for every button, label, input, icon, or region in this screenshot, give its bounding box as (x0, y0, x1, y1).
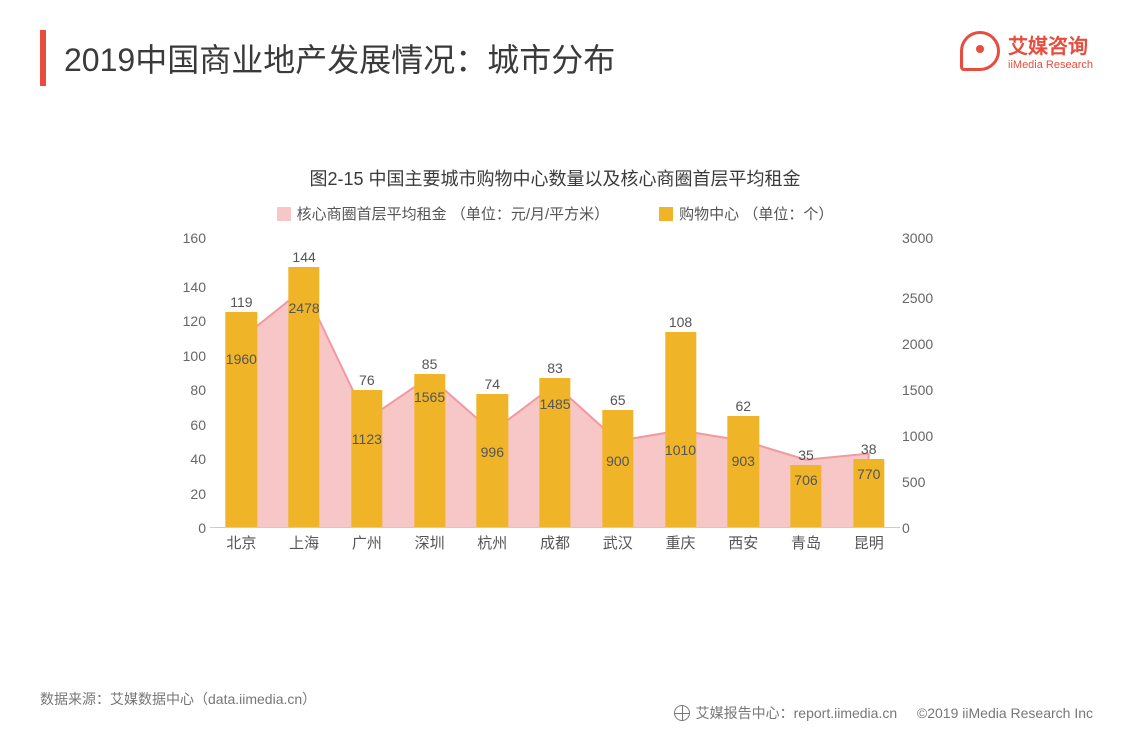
bar-slot: 62 903 (712, 238, 775, 528)
logo-mark-icon (960, 31, 1000, 71)
bar-value-label: 85 (398, 356, 461, 372)
y-left-tick: 160 (170, 231, 206, 245)
y-right-tick: 1500 (902, 383, 944, 397)
y-left-tick: 100 (170, 349, 206, 363)
rent-value-label: 1960 (210, 351, 273, 367)
legend-mall-swatch (659, 207, 673, 221)
footer: 数据来源：艾媒数据中心（data.iimedia.cn） 艾媒报告中心：repo… (40, 689, 1093, 723)
rent-value-label: 996 (461, 444, 524, 460)
y-right-tick: 0 (902, 521, 944, 535)
y-left-tick: 40 (170, 452, 206, 466)
y-left-tick: 80 (170, 383, 206, 397)
accent-bar (40, 30, 46, 86)
bar-slot: 38 770 (837, 238, 900, 528)
x-tick: 青岛 (775, 532, 838, 558)
globe-icon (674, 705, 690, 721)
bar-slot: 144 2478 (273, 238, 336, 528)
bar-value-label: 83 (524, 360, 587, 376)
bar-value-label: 144 (273, 249, 336, 265)
rent-value-label: 1123 (335, 431, 398, 447)
rent-value-label: 1485 (524, 396, 587, 412)
legend-mall: 购物中心 （单位：个） (659, 203, 833, 224)
logo-en: iiMedia Research (1008, 59, 1093, 71)
logo-cn: 艾媒咨询 (1008, 30, 1093, 59)
bar-value-label: 119 (210, 294, 273, 310)
report-center: 艾媒报告中心：report.iimedia.cn (696, 703, 898, 723)
chart-title: 图2-15 中国主要城市购物中心数量以及核心商圈首层平均租金 (170, 165, 940, 191)
bar-value-label: 35 (775, 447, 838, 463)
bar-slot: 74 996 (461, 238, 524, 528)
x-tick: 武汉 (586, 532, 649, 558)
bar (351, 390, 382, 528)
x-tick: 广州 (335, 532, 398, 558)
plot-area: 160140120100806040200 300025002000150010… (170, 238, 940, 558)
bar-slot: 108 1010 (649, 238, 712, 528)
y-axis-right: 300025002000150010005000 (902, 238, 944, 528)
y-right-tick: 500 (902, 475, 944, 489)
bar-slot: 85 1565 (398, 238, 461, 528)
plot-inner: 119 1960 144 2478 76 1123 85 156574 996 83 148565 9… (210, 238, 900, 528)
bar-slot: 76 1123 (335, 238, 398, 528)
bar-value-label: 62 (712, 398, 775, 414)
y-right-tick: 1000 (902, 429, 944, 443)
bar-slot: 35 706 (775, 238, 838, 528)
bar (602, 410, 633, 528)
bar-value-label: 65 (586, 392, 649, 408)
rent-value-label: 1010 (649, 442, 712, 458)
copyright: ©2019 iiMedia Research Inc (917, 705, 1093, 721)
x-tick: 西安 (712, 532, 775, 558)
x-tick: 杭州 (461, 532, 524, 558)
bar-slot: 65 900 (586, 238, 649, 528)
y-left-tick: 120 (170, 314, 206, 328)
page-title: 2019中国商业地产发展情况：城市分布 (64, 35, 615, 81)
y-axis-left: 160140120100806040200 (170, 238, 206, 528)
y-right-tick: 2500 (902, 291, 944, 305)
y-left-tick: 140 (170, 280, 206, 294)
legend-mall-label: 购物中心 （单位：个） (679, 203, 833, 224)
rent-value-label: 903 (712, 453, 775, 469)
bar-slot: 119 1960 (210, 238, 273, 528)
rent-value-label: 2478 (273, 300, 336, 316)
legend-rent: 核心商圈首层平均租金 （单位：元/月/平方米） (277, 203, 610, 224)
legend: 核心商圈首层平均租金 （单位：元/月/平方米） 购物中心 （单位：个） (170, 203, 940, 224)
rent-value-label: 770 (837, 466, 900, 482)
x-tick: 北京 (210, 532, 273, 558)
bar-slot: 83 1485 (524, 238, 587, 528)
x-axis-line (210, 527, 900, 528)
bar-value-label: 76 (335, 372, 398, 388)
bar-value-label: 108 (649, 314, 712, 330)
bar (477, 394, 508, 528)
title-wrap: 2019中国商业地产发展情况：城市分布 (40, 30, 615, 86)
legend-rent-label: 核心商圈首层平均租金 （单位：元/月/平方米） (297, 203, 610, 224)
bar (665, 332, 696, 528)
y-right-tick: 3000 (902, 231, 944, 245)
y-left-tick: 60 (170, 418, 206, 432)
x-axis: 北京上海广州深圳杭州成都武汉重庆西安青岛昆明 (210, 532, 900, 558)
y-right-tick: 2000 (902, 337, 944, 351)
bar-value-label: 38 (837, 441, 900, 457)
x-tick: 上海 (273, 532, 336, 558)
x-tick: 重庆 (649, 532, 712, 558)
bar-value-label: 74 (461, 376, 524, 392)
legend-rent-swatch (277, 207, 291, 221)
bar (728, 416, 759, 528)
y-left-tick: 0 (170, 521, 206, 535)
data-source: 数据来源：艾媒数据中心（data.iimedia.cn） (40, 689, 316, 709)
header: 2019中国商业地产发展情况：城市分布 艾媒咨询 iiMedia Researc… (0, 0, 1133, 106)
y-left-tick: 20 (170, 487, 206, 501)
bar-series: 119 1960 144 2478 76 1123 85 156574 996 83 148565 9… (210, 238, 900, 528)
chart: 图2-15 中国主要城市购物中心数量以及核心商圈首层平均租金 核心商圈首层平均租… (170, 165, 940, 605)
brand-logo: 艾媒咨询 iiMedia Research (960, 30, 1093, 71)
rent-value-label: 900 (586, 453, 649, 469)
rent-value-label: 1565 (398, 389, 461, 405)
x-tick: 成都 (524, 532, 587, 558)
x-tick: 昆明 (837, 532, 900, 558)
bar (226, 312, 257, 528)
x-tick: 深圳 (398, 532, 461, 558)
rent-value-label: 706 (775, 472, 838, 488)
